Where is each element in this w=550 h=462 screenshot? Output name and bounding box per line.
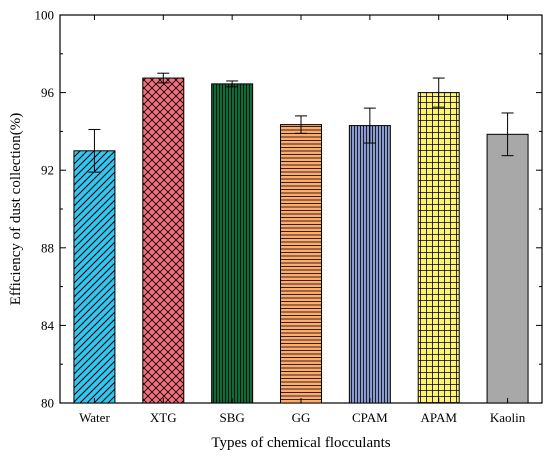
x-axis: Water XTG SBG GG CPAM APAM Kaolin [79,15,526,425]
bar-kaolin [486,133,529,404]
x-tick-label: Water [79,410,110,425]
bar-xtg [142,77,185,404]
error-bar-xtg [157,72,170,84]
error-bar-cpam [363,107,376,144]
x-tick-label: Kaolin [490,410,526,425]
bar-sbg [211,83,254,404]
x-tick-label: CPAM [352,410,388,425]
y-tick-label: 84 [41,318,55,333]
y-axis-title: Efficiency of dust collection(%) [8,113,24,306]
y-tick-label: 96 [41,85,55,100]
y-tick-label: 100 [35,8,55,23]
bar-gg [280,124,322,404]
bar-apam [417,92,460,404]
error-bar-sbg [226,80,239,88]
error-bar-gg [295,115,307,134]
y-tick-label: 92 [41,163,54,178]
x-tick-label: XTG [150,410,177,425]
y-tick-label: 88 [41,240,54,255]
error-bar-water [88,128,101,173]
x-tick-label: SBG [219,410,244,425]
x-axis-title: Types of chemical flocculants [211,435,390,451]
bars [73,72,529,404]
error-bar-kaolin [501,112,514,157]
x-tick-label: APAM [421,410,458,425]
y-tick-label: 80 [41,396,54,411]
bar-cpam [348,125,391,404]
error-bar-apam [432,77,445,108]
x-tick-label: GG [292,410,311,425]
bar-water [73,150,116,404]
y-axis: 80 84 88 92 96 100 [35,8,542,411]
